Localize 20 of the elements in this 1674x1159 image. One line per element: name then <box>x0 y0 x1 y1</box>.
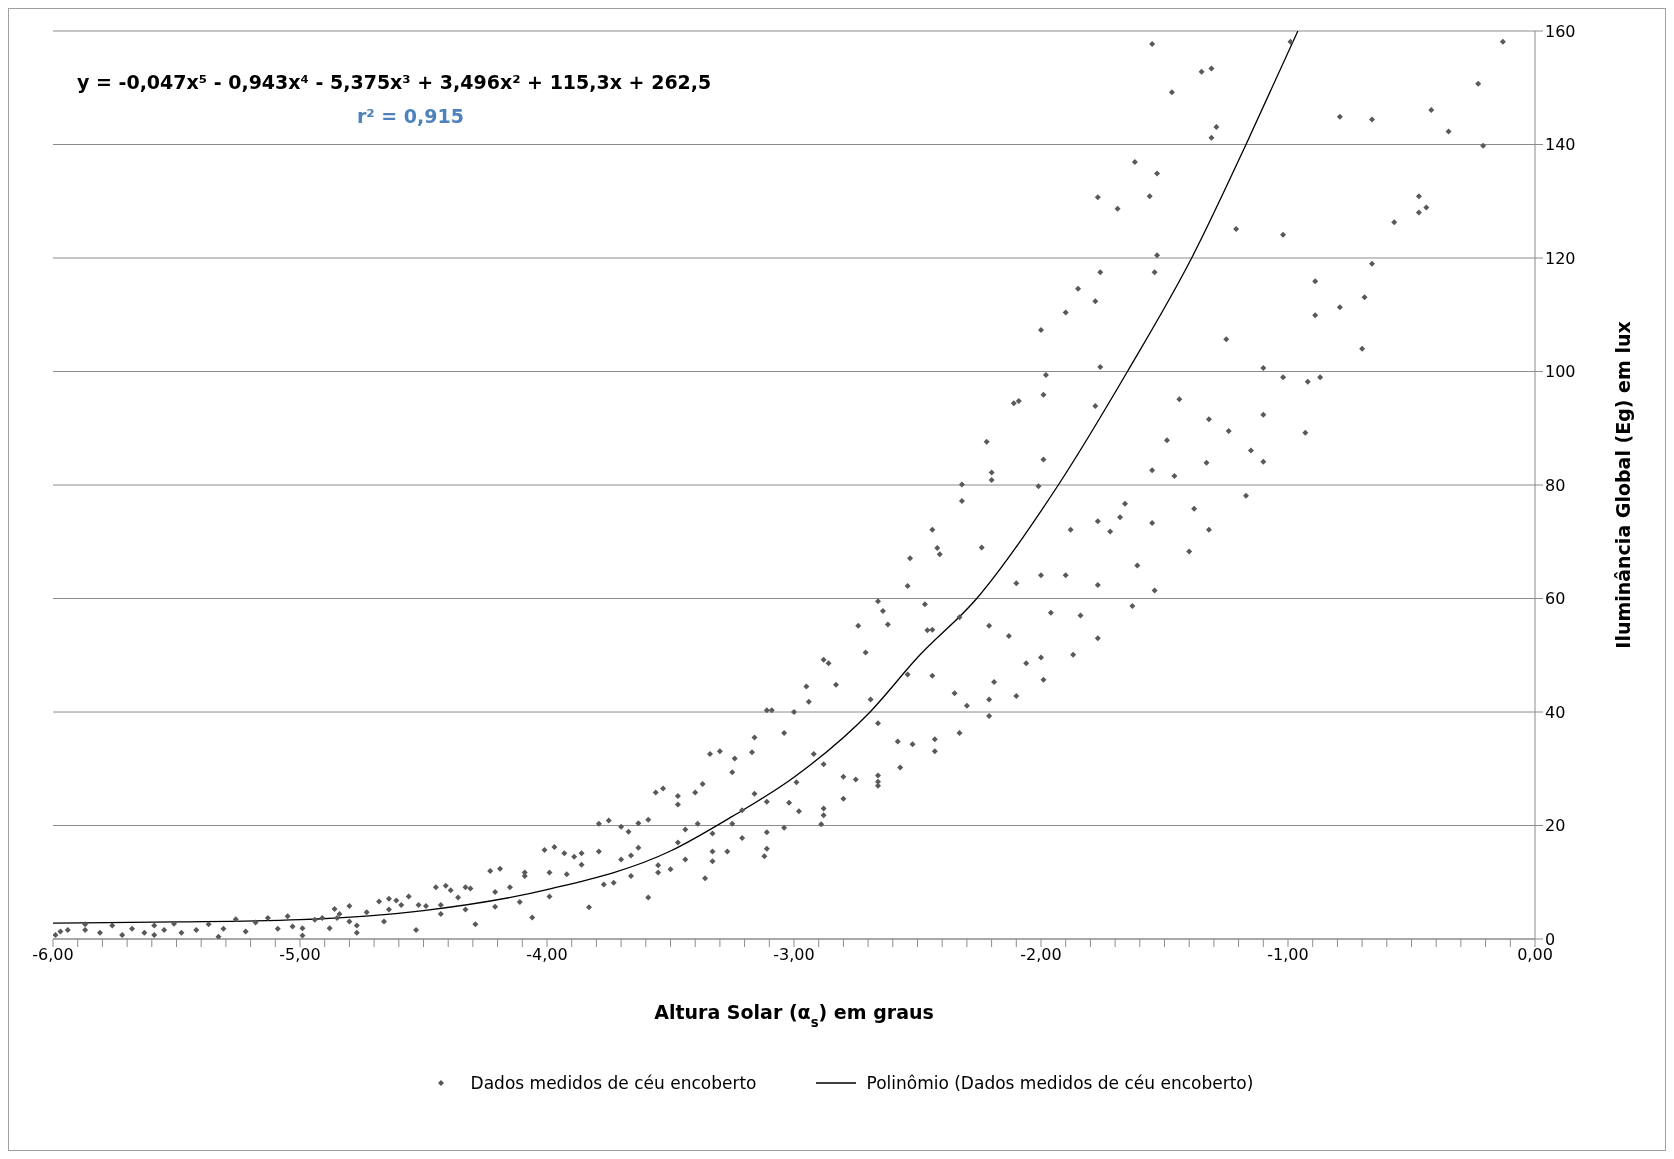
y-tick-label: 60 <box>1545 589 1566 609</box>
legend-label: Polinômio (Dados medidos de céu encoberto) <box>866 1073 1254 1093</box>
y-tick-label: 20 <box>1545 816 1566 836</box>
x-tick-label: -6,00 <box>32 945 74 965</box>
x-axis-title: Altura Solar (α$_{s}$) em graus <box>654 1001 934 1030</box>
x-tick-label: -2,00 <box>1020 945 1062 965</box>
x-tick-label: -1,00 <box>1267 945 1309 965</box>
x-tick-label: -3,00 <box>773 945 815 965</box>
y-tick-label: 160 <box>1545 21 1576 41</box>
y-axis-title: Iluminância Global (Eg) em lux <box>1612 321 1634 649</box>
legend-label: Dados medidos de céu encoberto <box>470 1073 757 1093</box>
x-tick-label: -5,00 <box>279 945 321 965</box>
y-tick-label: 140 <box>1545 135 1576 155</box>
y-tick-label: 40 <box>1545 702 1566 722</box>
annotation: y = -0,047x⁵ - 0,943x⁴ - 5,375x³ + 3,496x² + 115,3x + 262,5 <box>77 71 712 93</box>
y-tick-label: 120 <box>1545 248 1576 268</box>
y-tick-label: 80 <box>1545 475 1566 495</box>
x-tick-label: -4,00 <box>526 945 568 965</box>
annotation: r² = 0,915 <box>357 105 464 127</box>
y-tick-label: 100 <box>1545 362 1576 382</box>
